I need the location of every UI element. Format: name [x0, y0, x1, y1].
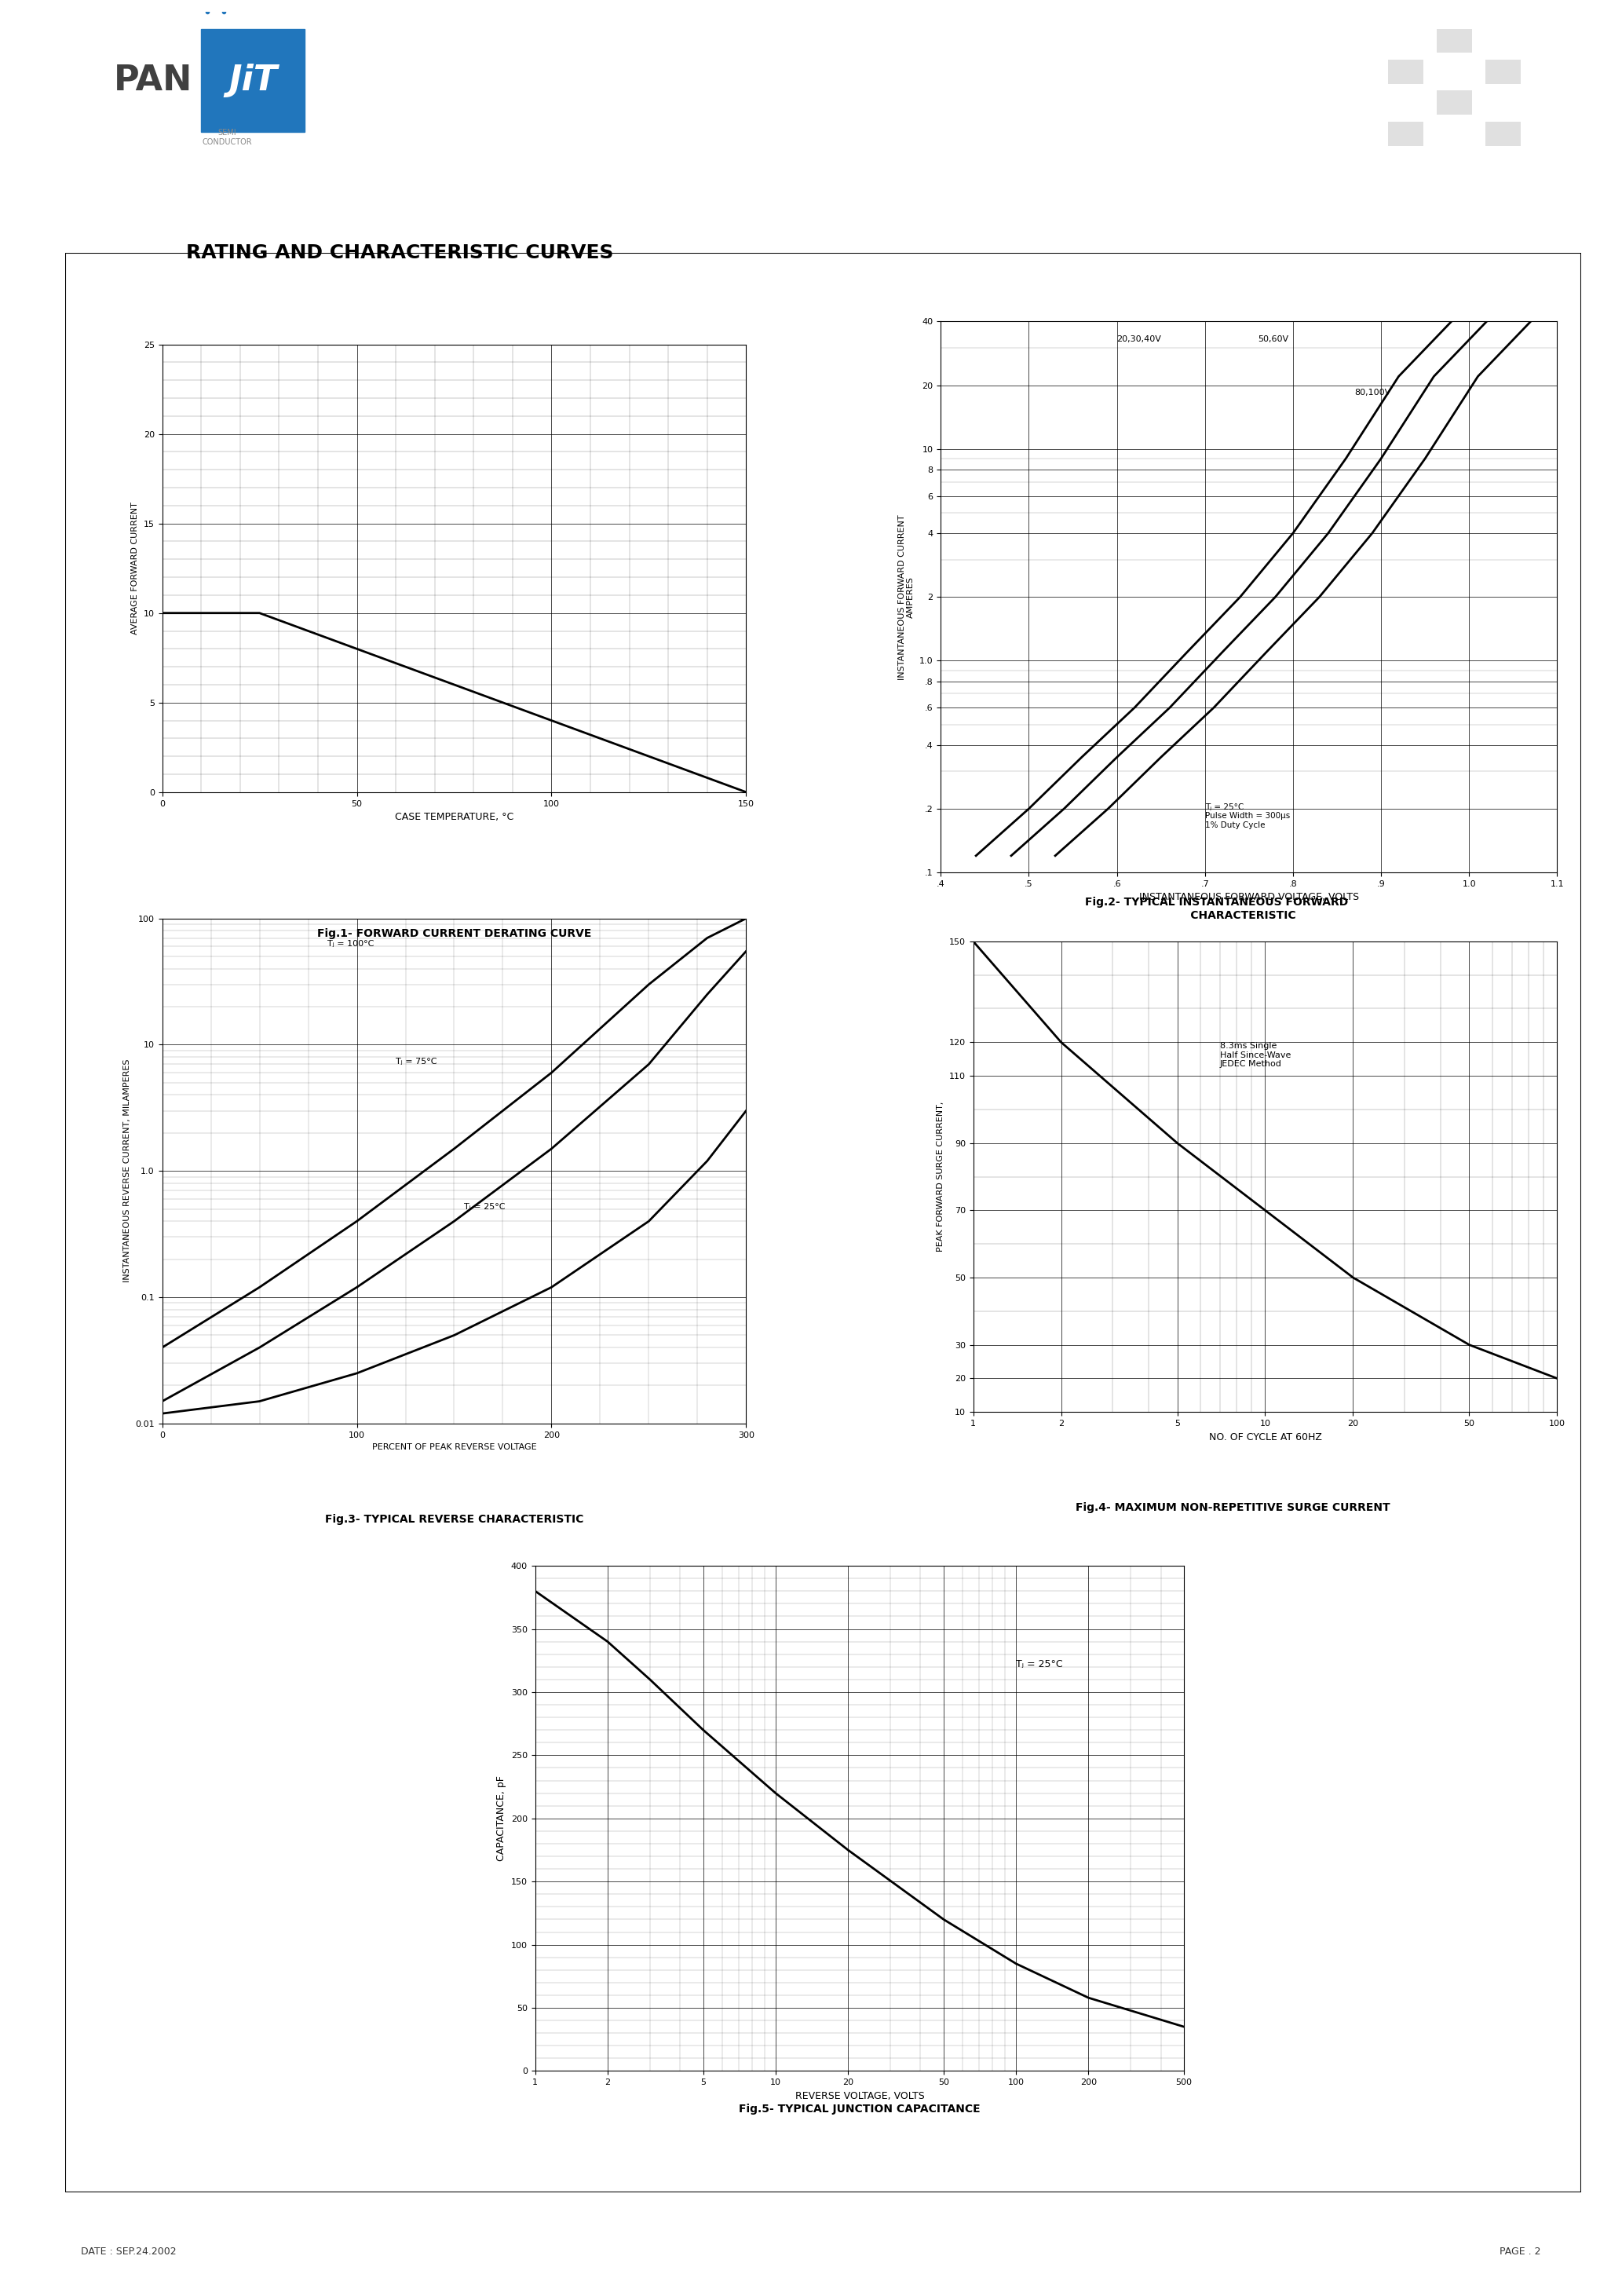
Text: JiT: JiT: [229, 64, 277, 96]
Text: SEMI
CONDUCTOR: SEMI CONDUCTOR: [203, 129, 251, 147]
Text: Tⱼ = 100°C: Tⱼ = 100°C: [328, 939, 375, 948]
X-axis label: CASE TEMPERATURE, °C: CASE TEMPERATURE, °C: [394, 813, 514, 822]
X-axis label: NO. OF CYCLE AT 60HZ: NO. OF CYCLE AT 60HZ: [1208, 1433, 1322, 1442]
Text: Fig.5- TYPICAL JUNCTION CAPACITANCE: Fig.5- TYPICAL JUNCTION CAPACITANCE: [740, 2103, 980, 2115]
Bar: [201, 30, 305, 131]
Text: PAGE . 2: PAGE . 2: [1500, 2248, 1541, 2257]
Text: RATING AND CHARACTERISTIC CURVES: RATING AND CHARACTERISTIC CURVES: [187, 243, 613, 262]
Y-axis label: PEAK FORWARD SURGE CURRENT,: PEAK FORWARD SURGE CURRENT,: [938, 1102, 944, 1251]
Text: 80,100V: 80,100V: [1354, 388, 1392, 397]
Text: 8.3ms Single
Half Since-Wave
JEDEC Method: 8.3ms Single Half Since-Wave JEDEC Metho…: [1220, 1042, 1291, 1068]
Text: Tⱼ = 25°C: Tⱼ = 25°C: [464, 1203, 504, 1210]
Y-axis label: CAPACITANCE, pF: CAPACITANCE, pF: [496, 1775, 506, 1862]
Text: 20,30,40V: 20,30,40V: [1118, 335, 1161, 344]
X-axis label: PERCENT OF PEAK REVERSE VOLTAGE: PERCENT OF PEAK REVERSE VOLTAGE: [371, 1444, 537, 1451]
Text: DATE : SEP.24.2002: DATE : SEP.24.2002: [81, 2248, 177, 2257]
Y-axis label: AVERAGE FORWARD CURRENT: AVERAGE FORWARD CURRENT: [131, 503, 139, 634]
Bar: [1388, 122, 1424, 147]
Text: Tⱼ = 75°C: Tⱼ = 75°C: [396, 1058, 436, 1065]
Text: Tⱼ = 25°C: Tⱼ = 25°C: [1015, 1660, 1062, 1669]
X-axis label: INSTANTANEOUS FORWARD VOLTAGE, VOLTS: INSTANTANEOUS FORWARD VOLTAGE, VOLTS: [1139, 893, 1359, 902]
Text: PAN: PAN: [114, 64, 193, 96]
Text: Fig.4- MAXIMUM NON-REPETITIVE SURGE CURRENT: Fig.4- MAXIMUM NON-REPETITIVE SURGE CURR…: [1075, 1502, 1390, 1513]
Y-axis label: INSTANTANEOUS REVERSE CURRENT, MILAMPERES: INSTANTANEOUS REVERSE CURRENT, MILAMPERE…: [123, 1058, 131, 1283]
Bar: [1437, 90, 1473, 115]
Y-axis label: INSTANTANEOUS FORWARD CURRENT
AMPERES: INSTANTANEOUS FORWARD CURRENT AMPERES: [899, 514, 915, 680]
Bar: [1437, 30, 1473, 53]
Bar: [1486, 60, 1521, 85]
Text: 50,60V: 50,60V: [1257, 335, 1288, 344]
Text: Fig.1- FORWARD CURRENT DERATING CURVE: Fig.1- FORWARD CURRENT DERATING CURVE: [316, 928, 592, 939]
X-axis label: REVERSE VOLTAGE, VOLTS: REVERSE VOLTAGE, VOLTS: [795, 2092, 925, 2101]
Text: Fig.2- TYPICAL INSTANTANEOUS FORWARD
              CHARACTERISTIC: Fig.2- TYPICAL INSTANTANEOUS FORWARD CHA…: [1085, 898, 1348, 921]
Bar: [1388, 60, 1424, 85]
Text: Fig.3- TYPICAL REVERSE CHARACTERISTIC: Fig.3- TYPICAL REVERSE CHARACTERISTIC: [324, 1513, 584, 1525]
Text: Tⱼ = 25°C
Pulse Width = 300μs
1% Duty Cycle: Tⱼ = 25°C Pulse Width = 300μs 1% Duty Cy…: [1205, 804, 1289, 829]
Bar: [1486, 122, 1521, 147]
